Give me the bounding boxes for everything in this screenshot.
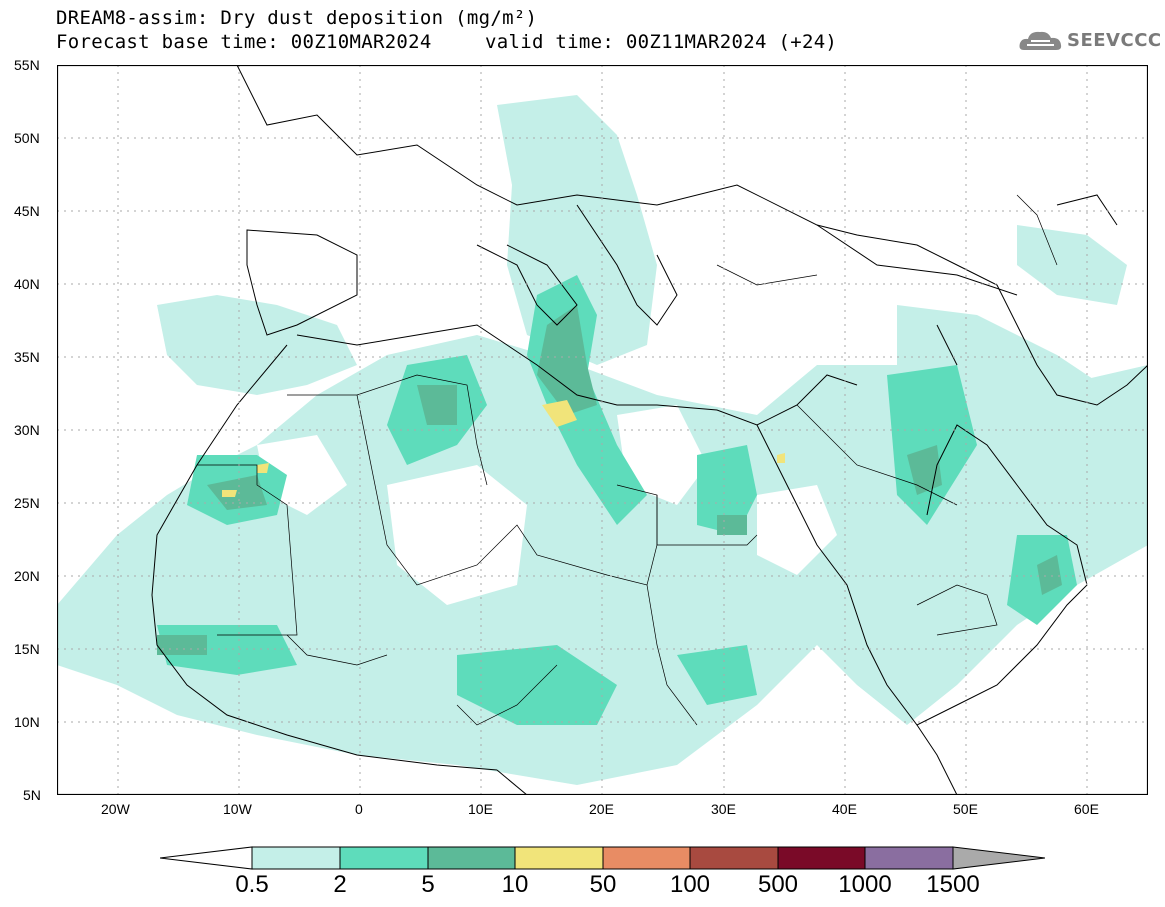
dust-contour-strong bbox=[157, 635, 207, 655]
map-title: DREAM8-assim: Dry dust deposition (mg/m²… bbox=[56, 7, 538, 29]
colorbar-segment bbox=[339, 846, 429, 870]
colorbar-label: 5 bbox=[421, 871, 435, 898]
lat-label: 50N bbox=[14, 130, 40, 146]
colorbar-label: 0.5 bbox=[235, 871, 269, 898]
lat-label: 35N bbox=[14, 349, 40, 365]
colorbar bbox=[160, 846, 1045, 870]
dust-contour-light-east bbox=[1017, 225, 1127, 305]
lon-label: 10W bbox=[223, 801, 252, 817]
colorbar-segment bbox=[689, 846, 779, 870]
lon-label: 60E bbox=[1074, 801, 1099, 817]
dust-contour-strong bbox=[1037, 555, 1062, 595]
lon-label: 20E bbox=[589, 801, 614, 817]
colorbar-segment bbox=[514, 846, 604, 870]
lat-lon-grid bbox=[57, 65, 1148, 795]
logo-text: SEEVCCC bbox=[1067, 30, 1162, 51]
lat-label: 20N bbox=[14, 568, 40, 584]
dust-contour-strong bbox=[417, 385, 457, 425]
lat-label: 10N bbox=[14, 714, 40, 730]
map-frame bbox=[57, 65, 1148, 795]
colorbar-label: 1500 bbox=[926, 871, 980, 898]
colorbar-extend-high bbox=[952, 846, 1045, 870]
lon-label: 30E bbox=[711, 801, 736, 817]
colorbar-segment bbox=[427, 846, 516, 870]
dust-contour-strong bbox=[537, 305, 597, 415]
colorbar-segment bbox=[602, 846, 691, 870]
lat-label: 40N bbox=[14, 276, 40, 292]
lat-label: 30N bbox=[14, 422, 40, 438]
map-border bbox=[57, 65, 1148, 795]
country-borders bbox=[197, 194, 1058, 726]
colorbar-extend-low bbox=[160, 846, 253, 870]
dust-contour-medium bbox=[677, 645, 757, 705]
dust-contour-peak bbox=[542, 400, 577, 427]
dust-contour-medium bbox=[697, 445, 757, 535]
dust-contour-peak bbox=[257, 463, 269, 473]
colorbar-segment bbox=[251, 846, 341, 870]
colorbar-segment bbox=[777, 846, 866, 870]
colorbar-label: 100 bbox=[669, 871, 711, 898]
valid-time: valid time: 00Z11MAR2024 (+24) bbox=[485, 31, 838, 53]
dust-contour-strong bbox=[717, 515, 747, 535]
lat-label: 45N bbox=[14, 203, 40, 219]
dust-contour-light bbox=[57, 335, 1148, 785]
dust-contour-peak bbox=[222, 490, 237, 497]
forecast-base-time: Forecast base time: 00Z10MAR2024 bbox=[56, 31, 432, 53]
dust-contour-peak bbox=[777, 453, 785, 463]
lat-label: 25N bbox=[14, 495, 40, 511]
cloud-logo-icon bbox=[1019, 31, 1062, 50]
colorbar-label: 50 bbox=[589, 871, 617, 898]
colorbar-label: 500 bbox=[757, 871, 799, 898]
colorbar-label: 10 bbox=[501, 871, 529, 898]
colorbar-label: 1000 bbox=[838, 871, 892, 898]
lat-label: 5N bbox=[23, 787, 41, 803]
coastlines bbox=[151, 65, 1148, 795]
lon-label: 40E bbox=[832, 801, 857, 817]
lon-label: 50E bbox=[953, 801, 978, 817]
lon-label: 0 bbox=[355, 801, 363, 817]
lat-label: 15N bbox=[14, 641, 40, 657]
colorbar-segment bbox=[864, 846, 954, 870]
dust-contour-medium bbox=[887, 365, 977, 525]
dust-contour-strong bbox=[207, 475, 267, 510]
lat-label: 55N bbox=[14, 57, 40, 73]
colorbar-label: 2 bbox=[333, 871, 347, 898]
lon-label: 10E bbox=[468, 801, 493, 817]
lon-label: 20W bbox=[101, 801, 130, 817]
